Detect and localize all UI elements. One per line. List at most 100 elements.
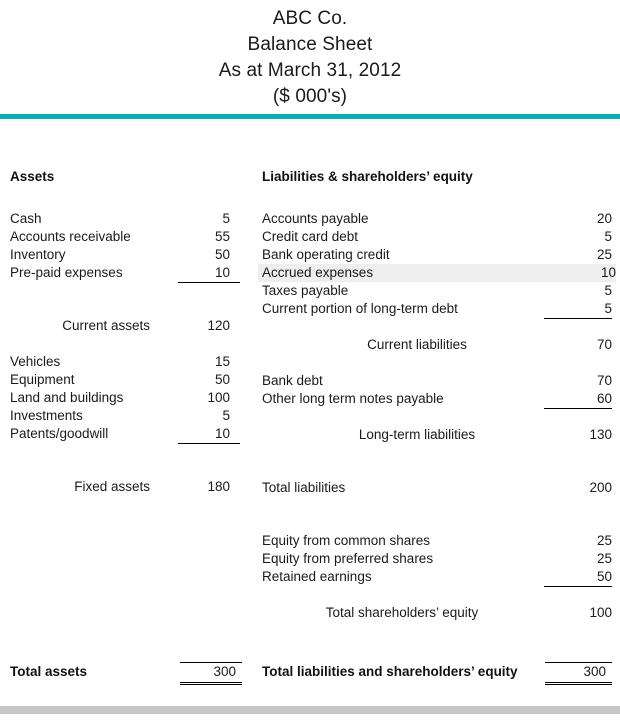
table-row: Patents/goodwill 10 [10, 425, 240, 444]
line-item-label: Retained earnings [262, 569, 372, 584]
spacer [10, 335, 240, 353]
spacer [262, 521, 612, 532]
subtotal-label: Total shareholders’ equity [325, 605, 479, 620]
line-item-label: Taxes payable [262, 283, 349, 298]
subtotal-amount: 180 [207, 479, 230, 494]
table-row: Other long term notes payable 60 [262, 390, 612, 409]
subtotal-label: Long-term liabilities [358, 427, 476, 442]
line-item-amount: 5 [222, 408, 230, 423]
table-row: Vehicles 15 [10, 353, 240, 371]
table-row: Cash 5 [10, 210, 240, 228]
table-row: Credit card debt 5 [262, 228, 612, 246]
currency-units: ($ 000's) [272, 86, 348, 107]
line-item-amount: 25 [596, 247, 612, 262]
spacer [262, 444, 612, 468]
table-row: Accounts payable 20 [262, 210, 612, 228]
line-item-amount: 10 [600, 265, 616, 280]
subtotal-label: Fixed assets [74, 479, 150, 494]
statement-title: Balance Sheet [247, 34, 373, 55]
liabilities-column: Liabilities & shareholders’ equity Accou… [258, 168, 616, 622]
table-row: Accounts receivable 55 [10, 228, 240, 246]
line-item-amount: 15 [214, 354, 230, 369]
subtotal-amount: 120 [207, 318, 230, 333]
line-item-label: Equity from preferred shares [262, 551, 434, 566]
assets-heading: Assets [10, 169, 55, 184]
grand-total-amount: 300 [545, 662, 612, 685]
table-row: Land and buildings 100 [10, 389, 240, 407]
grand-total-assets: Total assets 300 [10, 662, 242, 685]
line-item-label: Equipment [10, 372, 75, 387]
grand-total-band: Total assets 300 Total liabilities and s… [0, 662, 620, 688]
table-row: Current portion of long-term debt 5 [262, 300, 612, 319]
line-item-amount: 5 [604, 229, 612, 244]
subtotal-row: Long-term liabilities 130 [262, 426, 612, 444]
table-row: Bank debt 70 [262, 372, 612, 390]
table-row: Equity from preferred shares 25 [262, 550, 612, 568]
subtotal-row: Total shareholders’ equity 100 [262, 604, 612, 622]
footer-divider [0, 706, 620, 714]
total-row: Total liabilities 200 [262, 479, 612, 497]
document-header: ABC Co. Balance Sheet As at March 31, 20… [0, 0, 620, 110]
subtotal-amount: 100 [589, 605, 612, 620]
line-item-label: Inventory [10, 247, 66, 262]
line-item-amount: 10 [214, 426, 230, 441]
subtotal-label: Current liabilities [367, 337, 467, 352]
subtotal-row: Current liabilities 70 [262, 336, 612, 354]
spacer [10, 306, 240, 317]
spacer [262, 318, 612, 336]
spacer [262, 586, 612, 604]
line-item-label: Accrued expenses [262, 265, 374, 280]
table-row: Bank operating credit 25 [262, 246, 612, 264]
table-row-highlighted: Accrued expenses 10 [258, 264, 616, 282]
line-item-amount: 25 [596, 533, 612, 548]
statement-date: As at March 31, 2012 [218, 60, 402, 81]
line-item-amount: 50 [214, 372, 230, 387]
line-item-label: Bank debt [262, 373, 323, 388]
table-row: Investments 5 [10, 407, 240, 425]
line-item-label: Pre-paid expenses [10, 265, 123, 280]
spacer [10, 282, 240, 306]
line-item-amount: 50 [214, 247, 230, 262]
grand-total-label: Total assets [10, 664, 88, 679]
line-item-amount: 50 [596, 569, 612, 584]
line-item-label: Land and buildings [10, 390, 124, 405]
subtotal-amount: 130 [589, 427, 612, 442]
spacer [10, 467, 240, 478]
assets-column: Assets Cash 5 Accounts receivable 55 Inv… [10, 168, 240, 496]
line-item-amount: 60 [596, 391, 612, 406]
line-item-label: Patents/goodwill [10, 426, 109, 441]
spacer [262, 408, 612, 426]
total-label: Total liabilities [262, 480, 346, 495]
line-item-amount: 25 [596, 551, 612, 566]
grand-total-liabilities-equity: Total liabilities and shareholders’ equi… [262, 662, 612, 685]
spacer [262, 497, 612, 521]
line-item-amount: 10 [214, 265, 230, 280]
line-item-label: Accounts receivable [10, 229, 131, 244]
line-item-amount: 20 [596, 211, 612, 226]
grand-total-amount: 300 [180, 662, 242, 685]
line-item-label: Credit card debt [262, 229, 359, 244]
spacer [262, 354, 612, 372]
line-item-label: Current portion of long-term debt [262, 301, 458, 316]
subtotal-label: Current assets [62, 318, 150, 333]
subtotal-row: Current assets 120 [10, 317, 240, 335]
line-item-label: Vehicles [10, 354, 61, 369]
grand-total-label: Total liabilities and shareholders’ equi… [262, 664, 518, 679]
line-item-amount: 55 [214, 229, 230, 244]
line-item-label: Bank operating credit [262, 247, 390, 262]
line-item-label: Accounts payable [262, 211, 369, 226]
line-item-amount: 5 [604, 301, 612, 316]
table-row: Equipment 50 [10, 371, 240, 389]
line-item-amount: 100 [207, 390, 230, 405]
line-item-amount: 5 [604, 283, 612, 298]
table-row: Equity from common shares 25 [262, 532, 612, 550]
table-row: Inventory 50 [10, 246, 240, 264]
line-item-label: Cash [10, 211, 42, 226]
line-item-label: Equity from common shares [262, 533, 431, 548]
line-item-label: Other long term notes payable [262, 391, 444, 406]
spacer [262, 468, 612, 479]
table-row: Retained earnings 50 [262, 568, 612, 587]
header-divider [0, 114, 620, 119]
subtotal-row: Fixed assets 180 [10, 478, 240, 496]
subtotal-amount: 70 [596, 337, 612, 352]
